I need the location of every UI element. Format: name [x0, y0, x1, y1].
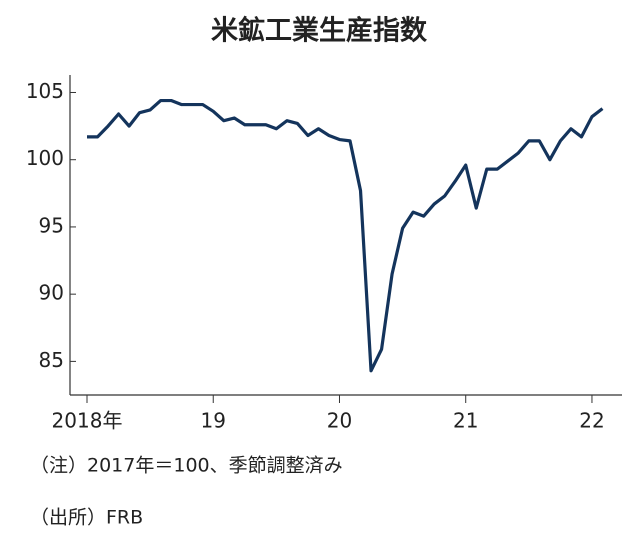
x-tick-label: 21	[453, 409, 478, 433]
source: （出所）FRB	[30, 507, 143, 529]
x-tick-label: 20	[327, 409, 352, 433]
y-tick-label: 105	[26, 79, 64, 103]
x-tick-label: 2018年	[52, 409, 123, 433]
y-tick-label: 85	[39, 348, 64, 372]
y-tick-label: 100	[26, 146, 64, 170]
chart-title: 米鉱工業生産指数	[211, 15, 428, 47]
note: （注）2017年＝100、季節調整済み	[30, 455, 343, 477]
x-tick-label: 19	[201, 409, 226, 433]
line	[87, 98, 604, 373]
y-tick-label: 95	[39, 213, 64, 237]
y-tick-label: 90	[39, 281, 64, 305]
x-tick-label: 22	[579, 409, 604, 433]
